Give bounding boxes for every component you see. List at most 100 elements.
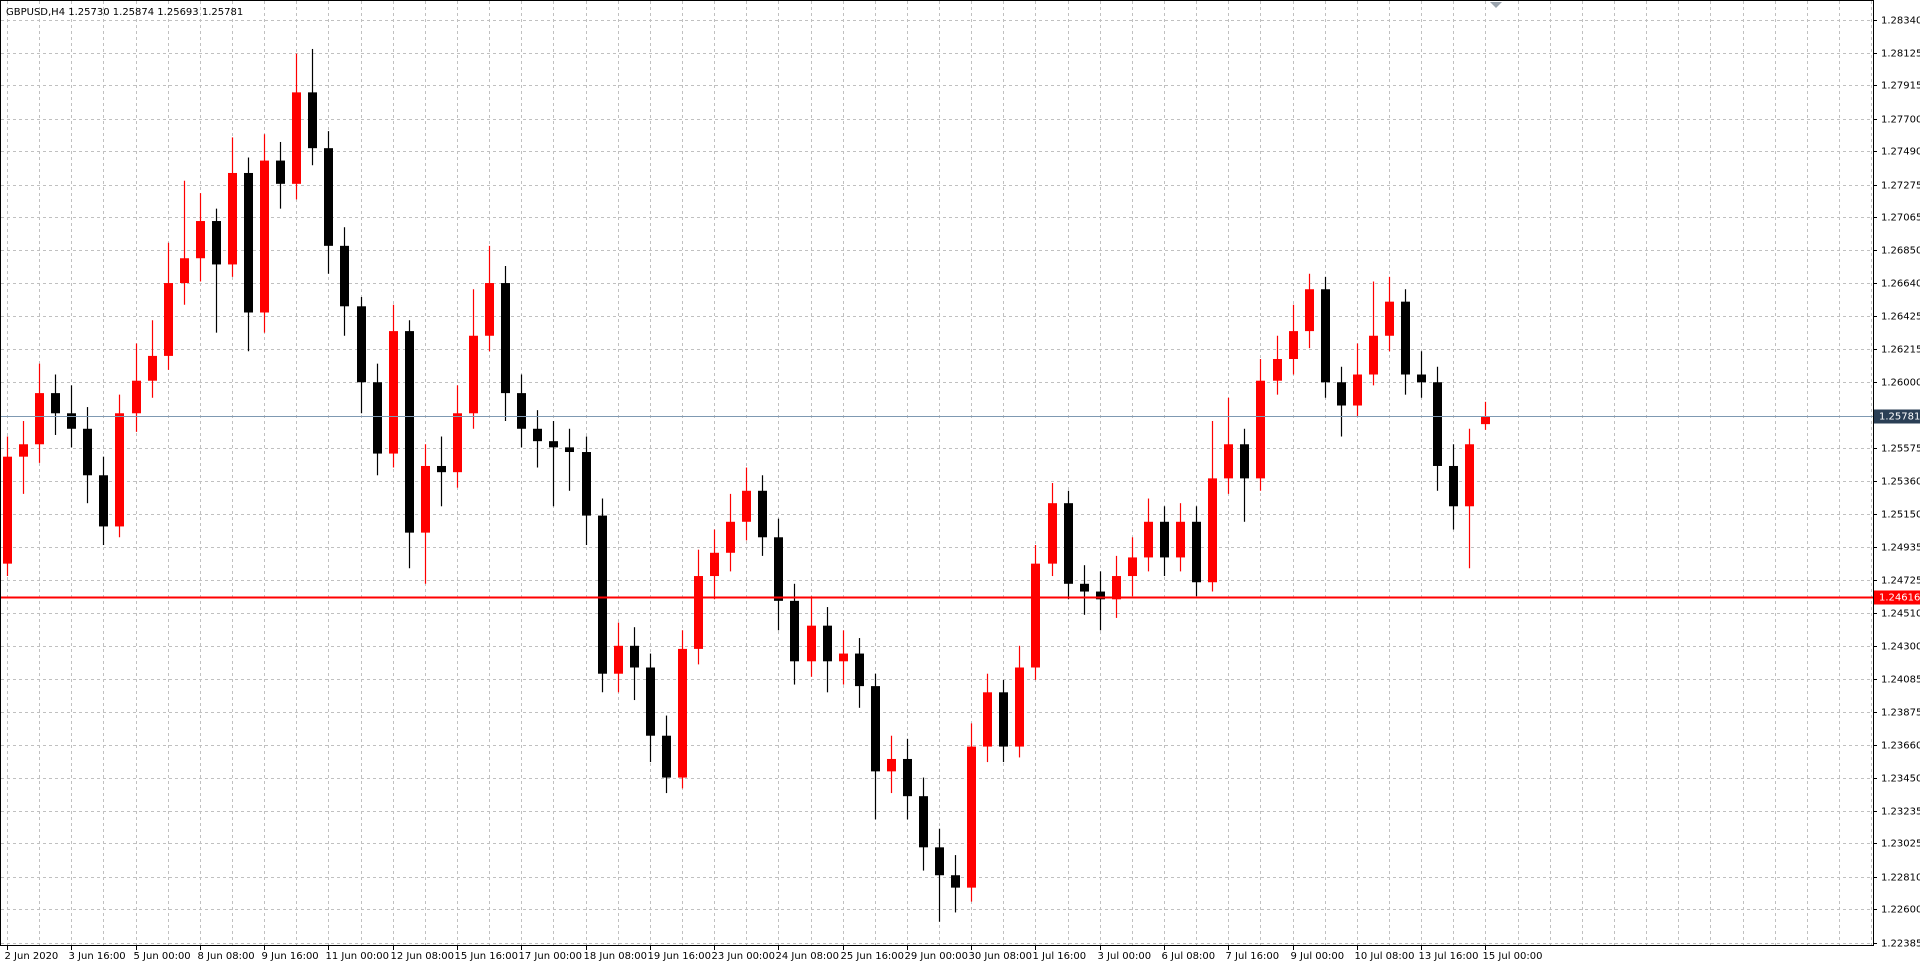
candle-body [389,331,398,454]
y-tick-label: 1.23875 [1881,708,1920,719]
y-tick-label: 1.26425 [1881,312,1920,323]
support-line-label-box [1874,590,1920,605]
candle-body [1064,503,1073,584]
candle-body [405,331,414,533]
y-tick-label: 1.27700 [1881,115,1920,126]
candle-body [1385,301,1394,336]
support-line-label: 1.24616 [1879,593,1920,604]
candle-body [1176,521,1185,558]
x-tick-label: 11 Jun 00:00 [326,951,390,962]
candle-body [260,160,269,313]
x-tick-label: 3 Jun 16:00 [69,951,126,962]
plot-frame [0,0,1874,946]
candle-body [1433,382,1442,466]
candle-body [790,600,799,662]
candle-body [292,92,301,184]
y-tick-label: 1.25360 [1881,477,1920,488]
y-tick-label: 1.26000 [1881,378,1920,389]
candle-body [598,515,607,674]
x-tick-label: 5 Jun 00:00 [134,951,191,962]
candle-body [1096,591,1105,600]
x-tick-label: 13 Jul 16:00 [1419,951,1479,962]
candle-body [839,653,848,662]
candle-body [1481,416,1490,425]
y-tick-label: 1.26640 [1881,279,1920,290]
candle-body [533,428,542,442]
candle-body [340,245,349,307]
candle-body [1015,667,1024,747]
y-tick-label: 1.25150 [1881,510,1920,521]
y-tick-label: 1.24725 [1881,576,1920,587]
y-tick-label: 1.22810 [1881,873,1920,884]
x-tick-label: 8 Jun 08:00 [198,951,255,962]
candle-body [132,380,141,414]
x-tick-label: 29 Jun 00:00 [905,951,969,962]
candle-body [726,521,735,553]
y-tick-label: 1.24300 [1881,642,1920,653]
y-tick-label: 1.26215 [1881,345,1920,356]
candle-body [51,393,60,414]
candle-body [1353,374,1362,406]
candle-body [999,692,1008,747]
candle-body [1048,503,1057,564]
candle-body [951,875,960,888]
y-tick-label: 1.23450 [1881,774,1920,785]
x-tick-label: 7 Jul 16:00 [1226,951,1280,962]
y-tick-label: 1.25575 [1881,444,1920,455]
candle-body [324,148,333,246]
candle-body [180,258,189,284]
candle-body [630,645,639,668]
scroll-marker [1490,2,1502,8]
x-tick-label: 17 Jun 00:00 [519,951,583,962]
candle-body [1031,563,1040,668]
candle-body [517,393,526,429]
candle-body [469,335,478,414]
candle-body [774,537,783,601]
y-tick-label: 1.23660 [1881,741,1920,752]
x-tick-label: 3 Jul 00:00 [1098,951,1152,962]
y-tick-label: 1.24510 [1881,609,1920,620]
candle-body [19,444,28,457]
candle-body [582,452,591,516]
candle-body [903,758,912,797]
candle-body [437,465,446,473]
candle-body [1321,289,1330,383]
x-tick-label: 9 Jun 16:00 [262,951,319,962]
x-tick-label: 18 Jun 08:00 [584,951,648,962]
candle-body [694,576,703,649]
candle-body [1240,444,1249,479]
y-tick-label: 1.22600 [1881,905,1920,916]
candle-body [1417,374,1426,383]
x-tick-label: 25 Jun 16:00 [841,951,905,962]
candle-body [1305,289,1314,332]
candle-body [35,393,44,445]
y-tick-label: 1.24085 [1881,675,1920,686]
candle-body [1337,382,1346,406]
candle-body [1289,331,1298,360]
candle-body [983,692,992,747]
candle-body [807,625,816,662]
x-tick-label: 9 Jul 00:00 [1291,951,1345,962]
candle-body [1128,557,1137,577]
candle-body [308,92,317,149]
candle-body [3,456,12,564]
x-tick-label: 23 Jun 00:00 [712,951,776,962]
candle-body [67,413,76,429]
candle-body [99,475,108,527]
candle-body [1144,521,1153,558]
candle-body [228,172,237,265]
y-tick-label: 1.22385 [1881,939,1920,950]
y-tick-label: 1.28340 [1881,16,1920,27]
x-tick-label: 30 Jun 08:00 [969,951,1033,962]
candle-body [276,160,285,184]
candle-body [1080,583,1089,592]
candle-body [1160,521,1169,558]
candle-body [453,413,462,473]
chart-title: GBPUSD,H4 1.25730 1.25874 1.25693 1.2578… [6,7,243,18]
candle-body [823,625,832,662]
candle-body [662,735,671,778]
y-tick-label: 1.23235 [1881,807,1920,818]
candle-body [1256,380,1265,479]
candle-body [1208,478,1217,583]
